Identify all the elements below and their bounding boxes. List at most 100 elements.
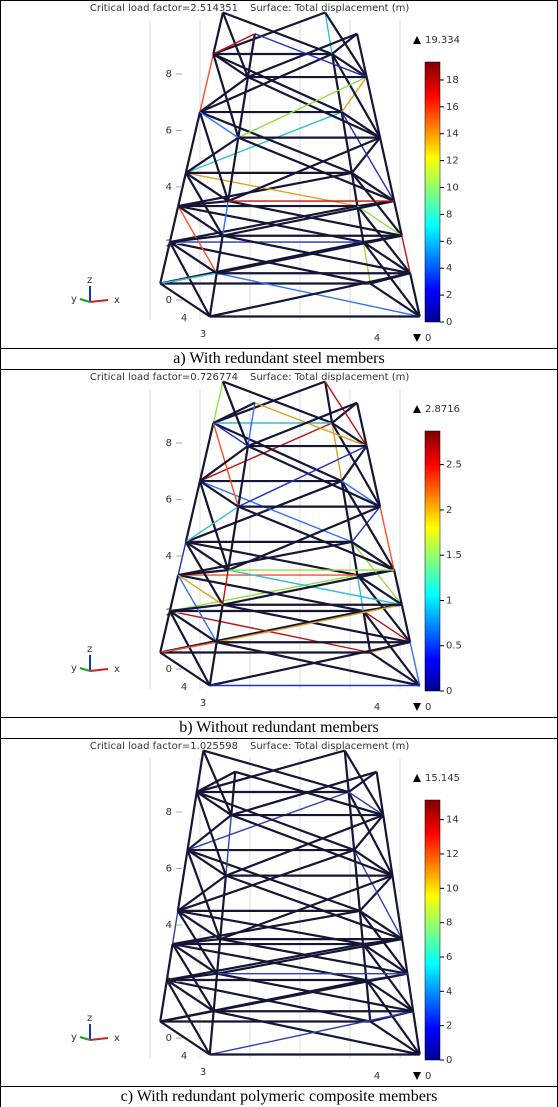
tower-member (231, 815, 392, 876)
tower-member (210, 642, 217, 685)
axis-label: x (114, 664, 120, 675)
colorbar-tick-label: 0 (446, 686, 452, 697)
tower-member (217, 642, 420, 685)
title-left: Critical load factor=2.514351 (90, 3, 238, 14)
panel-border (1, 1, 558, 349)
tower-member (188, 815, 232, 850)
z-tick-label: 8 (166, 807, 172, 818)
colorbar-tick-label: 2 (446, 1021, 452, 1032)
tower-member (238, 446, 248, 507)
z-tick-label: 0 (166, 664, 172, 675)
tower-member (178, 850, 188, 911)
colorbar-tick-label: 4 (446, 263, 452, 274)
base-tick-label: 4 (181, 1051, 187, 1062)
tower-member (228, 138, 238, 201)
z-tick-label: 4 (166, 551, 172, 562)
colorbar-tick-label: 6 (446, 236, 452, 247)
colorbar-tick-label: 14 (446, 129, 459, 140)
colorbar-tick-label: 12 (446, 156, 459, 167)
min-marker (413, 334, 421, 342)
tower-member (238, 138, 394, 201)
z-tick-label: 4 (166, 182, 172, 193)
colorbar-min: 0 (425, 333, 431, 344)
title-left: Critical load factor=1.025598 (90, 741, 238, 752)
tower-member (223, 13, 248, 78)
tower-member (223, 382, 332, 423)
tower-member (200, 481, 352, 542)
colorbar-tick-label: 0 (446, 1055, 452, 1066)
colorbar-max: 2.8716 (425, 404, 460, 415)
colorbar-min: 0 (425, 1071, 431, 1082)
base-tick-label: 4 (374, 333, 380, 344)
max-marker (413, 774, 421, 782)
colorbar-tick-label: 14 (446, 815, 459, 826)
tower-member (220, 876, 226, 939)
tower-member (228, 507, 238, 570)
tower-member (210, 1011, 214, 1054)
tower-member (213, 54, 341, 112)
axis-label: x (114, 295, 120, 306)
base-tick-label: 4 (374, 1071, 380, 1082)
base-tick-label: 4 (374, 702, 380, 713)
tower-member (188, 792, 197, 850)
tower-member (213, 423, 341, 481)
tower-member (170, 206, 178, 242)
colorbar-tick-label: 4 (446, 986, 452, 997)
z-tick-label: 6 (166, 126, 172, 137)
tower-member (188, 850, 360, 911)
tower-member (167, 980, 210, 1054)
tower-member (200, 112, 228, 201)
z-tick-label: 4 (166, 920, 172, 931)
base-tick-label: 3 (200, 698, 206, 709)
axis-label: y (71, 1032, 77, 1043)
min-marker (413, 703, 421, 711)
tower-member (188, 850, 221, 939)
colorbar (425, 431, 440, 691)
axis-x (90, 1038, 108, 1040)
tower-member (167, 944, 173, 980)
base-tick-label: 4 (181, 682, 187, 693)
axis-label: z (87, 644, 92, 655)
axis-label: y (71, 294, 77, 305)
panel: Critical load factor=2.514351 Surface: To… (1, 1, 558, 370)
tower-member (380, 138, 394, 201)
z-tick-label: 8 (166, 438, 172, 449)
colorbar-tick-label: 8 (446, 918, 452, 929)
z-tick-label: 6 (166, 864, 172, 875)
max-marker (413, 405, 421, 413)
tower-member (220, 876, 392, 939)
title-right: Surface: Total displacement (m) (250, 3, 409, 14)
axis-label: x (114, 1033, 120, 1044)
z-tick-label: 6 (166, 495, 172, 506)
tower-member (213, 403, 254, 423)
base-tick-label: 3 (200, 329, 206, 340)
tower-member (178, 173, 186, 206)
min-marker (413, 1072, 421, 1080)
tower-member (210, 273, 217, 316)
tower-member (197, 792, 226, 876)
figure: Critical load factor=2.514351 Surface: To… (0, 0, 558, 1107)
colorbar-tick-label: 1 (446, 595, 452, 606)
z-tick-label: 0 (166, 295, 172, 306)
z-tick-label: 8 (166, 69, 172, 80)
tower-member (213, 34, 254, 54)
z-tick-label: 2 (166, 977, 172, 988)
colorbar-tick-label: 10 (446, 183, 459, 194)
caption: c) With redundant polymeric composite me… (121, 1088, 438, 1105)
panel-border (1, 370, 558, 718)
axis-label: y (71, 663, 77, 674)
tower-member (213, 423, 238, 507)
tower-member (170, 575, 178, 611)
axis-x (90, 669, 108, 671)
z-tick-label: 2 (166, 608, 172, 619)
base-tick-label: 4 (181, 313, 187, 324)
colorbar-tick-label: 2.5 (446, 460, 462, 471)
caption: a) With redundant steel members (173, 350, 384, 367)
tower-member (380, 507, 394, 570)
colorbar-tick-label: 10 (446, 883, 459, 894)
colorbar-tick-label: 18 (446, 75, 459, 86)
caption: b) Without redundant members (179, 719, 378, 736)
colorbar-tick-label: 2 (446, 505, 452, 516)
title-left: Critical load factor=0.726774 (90, 372, 238, 383)
